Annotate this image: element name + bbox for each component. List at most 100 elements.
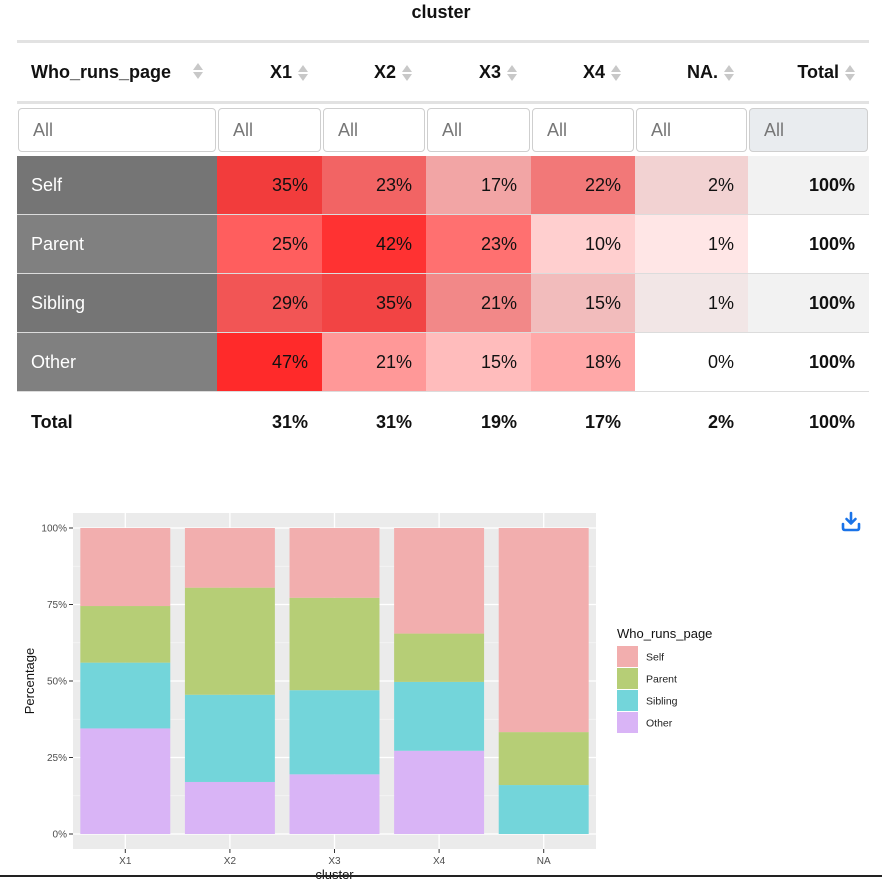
bar-segment (80, 728, 171, 834)
column-header-label: Who_runs_page (31, 61, 172, 82)
bar-segment (80, 528, 171, 607)
column-header-label: X1 (269, 61, 292, 82)
table-cell: 22% (531, 156, 635, 215)
column-filter-input[interactable] (18, 108, 216, 152)
legend-label: Other (646, 718, 673, 730)
y-axis-label: Percentage (22, 648, 37, 715)
table-cell: 2% (635, 156, 748, 215)
column-header-label: X3 (478, 61, 501, 82)
column-header-x3[interactable]: X3 (426, 40, 531, 104)
legend-label: Self (646, 652, 664, 664)
column-filter-input[interactable] (636, 108, 747, 152)
x-tick-label: NA (537, 856, 551, 867)
column-header-x1[interactable]: X1 (217, 40, 322, 104)
x-tick-label: X2 (224, 856, 237, 867)
table-row: Sibling 29% 35% 21% 15% 1% 100% (17, 273, 869, 333)
legend-label: Sibling (646, 696, 678, 708)
table-cell: 47% (217, 332, 322, 392)
table-cell: 17% (426, 156, 531, 215)
table-cell: 23% (322, 156, 426, 215)
bar-segment (394, 750, 485, 834)
legend-key (617, 646, 638, 667)
grand-total: 100% (808, 411, 855, 432)
row-label: Parent (17, 214, 217, 274)
y-tick-label: 25% (47, 753, 67, 764)
bar-segment (184, 694, 275, 782)
sort-icon[interactable] (845, 64, 855, 82)
bar-segment (80, 662, 171, 729)
bar-segment (498, 528, 589, 733)
x-axis-label: cluster (315, 867, 354, 879)
column-total: 2% (707, 411, 734, 432)
bar-segment (184, 781, 275, 834)
y-tick-label: 100% (41, 524, 67, 535)
column-header-who-runs-page[interactable]: Who_runs_page (17, 40, 217, 104)
bar-segment (289, 690, 380, 775)
column-header-na[interactable]: NA. (635, 40, 748, 104)
table-row: Other 47% 21% 15% 18% 0% 100% (17, 332, 869, 392)
sort-icon[interactable] (193, 62, 203, 80)
table-cell: 1% (635, 273, 748, 333)
table-row: Self 35% 23% 17% 22% 2% 100% (17, 156, 869, 215)
table-cell: 29% (217, 273, 322, 333)
legend-key (617, 668, 638, 689)
bar-segment (289, 774, 380, 834)
bar-segment (394, 633, 485, 682)
column-header-label: NA. (687, 61, 718, 82)
row-total: 100% (748, 156, 869, 215)
table-cell: 21% (426, 273, 531, 333)
bar-segment (184, 528, 275, 588)
column-header-total[interactable]: Total (748, 40, 869, 104)
column-total: 19% (480, 411, 517, 432)
bottom-divider (0, 875, 882, 877)
crosstab-table: Who_runs_page X1 X2 X3 X4 NA. Total Self35%23%… (17, 40, 869, 452)
bar-segment (289, 528, 380, 598)
column-total: 31% (375, 411, 412, 432)
row-total: 100% (748, 214, 869, 274)
table-cell: 10% (531, 214, 635, 274)
column-filter-input[interactable] (749, 108, 868, 152)
bar-segment (498, 785, 589, 834)
column-total: 31% (271, 411, 308, 432)
column-total: 17% (584, 411, 621, 432)
legend-key (617, 712, 638, 733)
table-cell: 15% (426, 332, 531, 392)
column-header-label: X2 (373, 61, 396, 82)
bar-segment (394, 528, 485, 634)
row-label: Self (17, 156, 217, 215)
x-tick-label: X1 (119, 856, 132, 867)
column-header-x4[interactable]: X4 (531, 40, 635, 104)
table-cell: 35% (217, 156, 322, 215)
sort-icon[interactable] (402, 64, 412, 82)
download-icon[interactable] (840, 511, 862, 533)
table-cell: 21% (322, 332, 426, 392)
x-tick-label: X3 (328, 856, 341, 867)
bar-segment (498, 732, 589, 786)
column-filter-input[interactable] (427, 108, 530, 152)
bar-segment (289, 597, 380, 691)
table-cell: 18% (531, 332, 635, 392)
legend-label: Parent (646, 674, 677, 686)
sort-icon[interactable] (298, 64, 308, 82)
sort-icon[interactable] (611, 64, 621, 82)
bar-segment (184, 587, 275, 695)
y-tick-label: 50% (47, 677, 67, 688)
table-caption: cluster (411, 2, 471, 22)
column-filter-input[interactable] (218, 108, 321, 152)
sort-icon[interactable] (724, 64, 734, 82)
column-header-x2[interactable]: X2 (322, 40, 426, 104)
column-filter-input[interactable] (323, 108, 425, 152)
table-row: Parent 25% 42% 23% 10% 1% 100% (17, 214, 869, 274)
y-tick-label: 75% (47, 600, 67, 611)
bar-segment (394, 681, 485, 751)
sort-icon[interactable] (507, 64, 517, 82)
table-cell: 1% (635, 214, 748, 274)
table-cell: 42% (322, 214, 426, 274)
table-cell: 15% (531, 273, 635, 333)
x-tick-label: X4 (433, 856, 446, 867)
row-total: 100% (748, 332, 869, 392)
legend-title: Who_runs_page (617, 626, 712, 641)
y-tick-label: 0% (53, 830, 68, 841)
column-filter-input[interactable] (532, 108, 634, 152)
totals-label: Total (31, 411, 73, 432)
